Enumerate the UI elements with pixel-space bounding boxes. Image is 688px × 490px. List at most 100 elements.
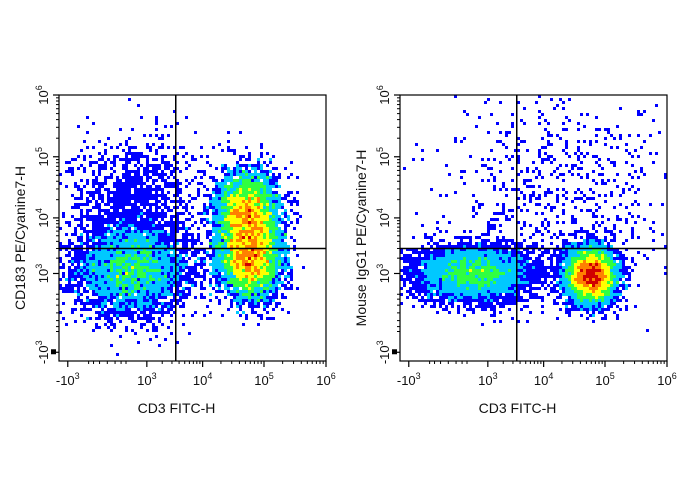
density-cell	[239, 305, 242, 308]
density-cell	[161, 284, 164, 287]
density-cell	[454, 95, 457, 98]
density-cell	[269, 263, 272, 266]
density-cell	[550, 275, 553, 278]
density-cell	[445, 287, 448, 290]
density-cell	[502, 290, 505, 293]
density-cell	[263, 215, 266, 218]
density-cell	[254, 260, 257, 263]
density-cell	[505, 248, 508, 251]
density-cell	[128, 257, 131, 260]
density-cell	[104, 182, 107, 185]
density-cell	[236, 290, 239, 293]
density-cell	[595, 221, 598, 224]
density-cell	[550, 155, 553, 158]
density-cell	[287, 218, 290, 221]
density-cell	[95, 269, 98, 272]
density-cell	[290, 287, 293, 290]
density-cell	[631, 260, 634, 263]
density-cell	[260, 260, 263, 263]
density-cell	[493, 266, 496, 269]
density-cell	[212, 248, 215, 251]
density-cell	[460, 278, 463, 281]
density-cell	[565, 263, 568, 266]
density-cell	[505, 290, 508, 293]
density-cell	[242, 251, 245, 254]
density-cell	[245, 221, 248, 224]
density-cell	[517, 245, 520, 248]
density-cell	[173, 278, 176, 281]
density-cell	[167, 308, 170, 311]
density-cell	[77, 254, 80, 257]
density-cell	[140, 281, 143, 284]
density-cell	[559, 266, 562, 269]
density-cell	[457, 242, 460, 245]
density-cell	[254, 242, 257, 245]
density-cell	[583, 248, 586, 251]
density-cell	[251, 209, 254, 212]
density-cell	[556, 254, 559, 257]
density-cell	[173, 305, 176, 308]
density-cell	[134, 155, 137, 158]
density-cell	[499, 170, 502, 173]
density-cell	[107, 278, 110, 281]
density-cell	[616, 281, 619, 284]
density-cell	[173, 245, 176, 248]
density-cell	[149, 338, 152, 341]
density-cell	[508, 299, 511, 302]
density-cell	[266, 251, 269, 254]
density-cell	[236, 269, 239, 272]
density-cell	[454, 284, 457, 287]
density-cell	[463, 251, 466, 254]
density-cell	[550, 254, 553, 257]
density-cell	[137, 290, 140, 293]
density-cell	[541, 296, 544, 299]
density-cell	[167, 224, 170, 227]
density-cell	[251, 287, 254, 290]
density-cell	[224, 167, 227, 170]
density-cell	[637, 113, 640, 116]
density-cell	[218, 248, 221, 251]
density-cell	[86, 233, 89, 236]
density-cell	[460, 281, 463, 284]
density-cell	[116, 317, 119, 320]
density-cell	[487, 98, 490, 101]
density-cell	[445, 260, 448, 263]
density-cell	[598, 173, 601, 176]
density-cell	[140, 221, 143, 224]
density-cell	[125, 263, 128, 266]
density-cell	[254, 173, 257, 176]
density-cell	[275, 200, 278, 203]
density-cell	[185, 254, 188, 257]
density-cell	[86, 215, 89, 218]
density-cell	[511, 281, 514, 284]
density-cell	[227, 188, 230, 191]
density-cell	[221, 200, 224, 203]
density-cell	[502, 239, 505, 242]
density-cell	[547, 224, 550, 227]
density-cell	[182, 251, 185, 254]
density-cell	[176, 257, 179, 260]
density-cell	[119, 143, 122, 146]
density-cell	[227, 215, 230, 218]
density-cell	[469, 278, 472, 281]
density-cell	[580, 281, 583, 284]
density-cell	[469, 272, 472, 275]
density-cell	[179, 191, 182, 194]
density-cell	[586, 257, 589, 260]
density-cell	[230, 278, 233, 281]
density-cell	[260, 230, 263, 233]
density-cell	[248, 257, 251, 260]
density-cell	[113, 206, 116, 209]
density-cell	[206, 251, 209, 254]
density-cell	[272, 179, 275, 182]
density-cell	[580, 113, 583, 116]
density-cell	[242, 287, 245, 290]
density-cell	[131, 233, 134, 236]
density-cell	[586, 275, 589, 278]
density-cell	[284, 254, 287, 257]
density-cell	[83, 269, 86, 272]
density-cell	[511, 293, 514, 296]
density-cell	[278, 278, 281, 281]
density-cell	[143, 173, 146, 176]
density-cell	[101, 194, 104, 197]
